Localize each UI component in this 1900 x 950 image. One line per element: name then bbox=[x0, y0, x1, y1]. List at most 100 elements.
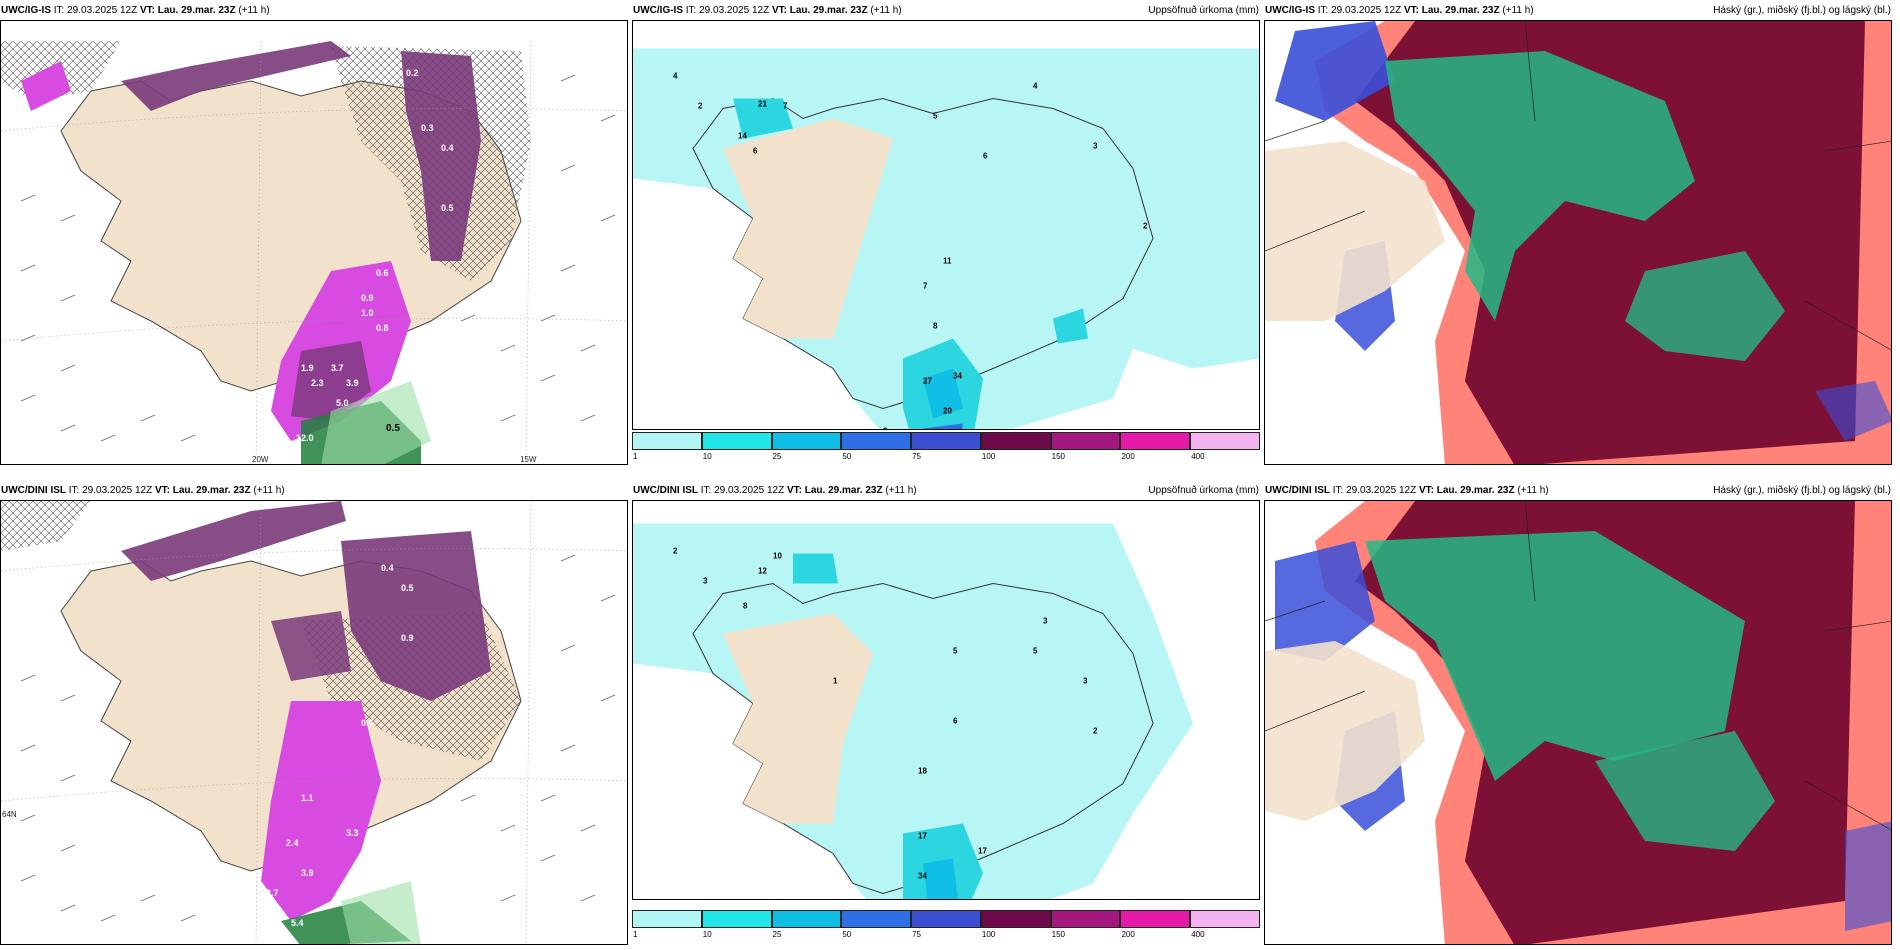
snow-label: 12.0 bbox=[296, 433, 314, 443]
init-time: 29.03.2025 12Z bbox=[67, 5, 138, 16]
valid-time: Lau. 29.mar. 23Z bbox=[157, 5, 236, 16]
snow-label: 2.7 bbox=[266, 888, 279, 898]
snow-label: 0.3 bbox=[361, 518, 374, 528]
colorbar-tick: 1 bbox=[633, 930, 638, 939]
colorbar-tick: 150 bbox=[1051, 452, 1066, 461]
colorbar-swatch bbox=[632, 432, 702, 450]
lead-time: (+11 h) bbox=[238, 5, 270, 16]
model-name: UWC/DINI ISL bbox=[1265, 485, 1330, 496]
colorbar-tick: 100 bbox=[981, 452, 996, 461]
map-clouds[interactable] bbox=[1264, 500, 1892, 945]
field-name: Uppsöfnuð úrkoma (mm) bbox=[1148, 5, 1259, 16]
precip-value: 20 bbox=[943, 407, 952, 416]
snow-label: 0.6 bbox=[376, 268, 389, 278]
colorbar-tick: 400 bbox=[1191, 452, 1205, 461]
snow-label: 2.3 bbox=[311, 378, 324, 388]
map-canvas: 0.3 0.4 0.5 0.9 1.1 2.4 3.3 3.9 2.7 5.4 … bbox=[1, 501, 627, 944]
snow-label: 0.4 bbox=[441, 143, 454, 153]
precip-value: 5 bbox=[1033, 647, 1038, 656]
colorbar-swatch bbox=[632, 910, 702, 928]
colorbar-swatch bbox=[980, 910, 1051, 928]
map-precip[interactable]: 4 2 6 14 21 7 5 4 6 3 2 11 7 8 27 34 20 … bbox=[632, 20, 1260, 430]
precip-value: 2 bbox=[1143, 222, 1148, 231]
precip-value: 4 bbox=[1033, 82, 1038, 91]
it-label: IT: bbox=[700, 485, 712, 496]
snow-label: 0.5 bbox=[401, 583, 414, 593]
vt-label: VT: bbox=[1418, 485, 1434, 496]
precip-value: 17 bbox=[978, 847, 987, 856]
precip-value: 6 bbox=[983, 152, 988, 161]
lon-label-20w: 20W bbox=[252, 455, 269, 464]
map-wind-snow[interactable]: 0.5 0.2 0.3 0.4 0.5 0.6 0.9 1.0 0.8 1.9 … bbox=[0, 20, 628, 465]
snow-label: 0.8 bbox=[376, 323, 389, 333]
colorbar-swatch bbox=[771, 432, 842, 450]
it-label: IT: bbox=[685, 5, 697, 16]
model-name: UWC/IG-IS bbox=[1, 5, 51, 16]
it-label: IT: bbox=[68, 485, 80, 496]
vt-label: VT: bbox=[139, 5, 155, 16]
field-name: Háský (gr.), miðský (fj.bl.) og lágský (… bbox=[1713, 485, 1891, 496]
colorbar-swatch bbox=[701, 432, 772, 450]
map-canvas bbox=[1265, 21, 1891, 464]
colorbar-tick: 50 bbox=[842, 452, 852, 461]
model-name: UWC/IG-IS bbox=[1265, 5, 1315, 16]
precip-value: 6 bbox=[753, 147, 758, 156]
snow-label: 1.0 bbox=[361, 308, 374, 318]
precip-value: 2 bbox=[698, 102, 703, 111]
lead-time: (+11 h) bbox=[1502, 5, 1534, 16]
map-canvas: 0.5 0.2 0.3 0.4 0.5 0.6 0.9 1.0 0.8 1.9 … bbox=[1, 21, 627, 464]
precip-value: 1 bbox=[833, 677, 838, 686]
precip-value: 6 bbox=[953, 717, 958, 726]
it-label: IT: bbox=[1332, 485, 1344, 496]
snow-label: 3.9 bbox=[301, 868, 314, 878]
precip-value: 34 bbox=[918, 872, 927, 881]
panel-precip-igis: UWC/IG-IS IT: 29.03.2025 12Z VT: Lau. 29… bbox=[632, 0, 1262, 461]
precip-value: 18 bbox=[918, 767, 927, 776]
colorbar-swatch bbox=[841, 910, 912, 928]
map-canvas bbox=[1265, 501, 1891, 944]
colorbar-tick: 400 bbox=[1191, 930, 1205, 939]
lead-time: (+11 h) bbox=[1517, 485, 1549, 496]
vt-label: VT: bbox=[1403, 5, 1419, 16]
precip-value: 12 bbox=[758, 567, 767, 576]
colorbar-swatch bbox=[911, 910, 981, 928]
colorbar-swatch bbox=[1050, 432, 1121, 450]
precip-value: 7 bbox=[783, 102, 788, 111]
snow-label: 0.5 bbox=[311, 25, 324, 35]
snow-label: 3.9 bbox=[346, 378, 359, 388]
panel-clouds-igis: UWC/IG-IS IT: 29.03.2025 12Z VT: Lau. 29… bbox=[1264, 0, 1894, 465]
colorbar-tick: 200 bbox=[1121, 930, 1135, 939]
precip-value: 3 bbox=[703, 577, 708, 586]
map-clouds[interactable] bbox=[1264, 20, 1892, 465]
precip-value: 3 bbox=[1083, 677, 1088, 686]
lead-time: (+11 h) bbox=[885, 485, 917, 496]
panel-clouds-dini: UWC/DINI ISL IT: 29.03.2025 12Z VT: Lau.… bbox=[1264, 480, 1894, 945]
model-name: UWC/DINI ISL bbox=[633, 485, 698, 496]
colorbar-tick: 25 bbox=[772, 452, 782, 461]
map-precip[interactable]: 2 3 12 8 10 5 3 6 5 18 17 34 17 3 2 1 bbox=[632, 500, 1260, 900]
lon-label-15w: 15W bbox=[520, 455, 537, 464]
panel-title: UWC/DINI ISL IT: 29.03.2025 12Z VT: Lau.… bbox=[1, 484, 627, 498]
model-name: UWC/IG-IS bbox=[633, 5, 683, 16]
panel-title: UWC/IG-IS IT: 29.03.2025 12Z VT: Lau. 29… bbox=[1265, 4, 1891, 18]
precip-value: 14 bbox=[738, 132, 747, 141]
colorbar-tick: 100 bbox=[981, 930, 996, 939]
colorbar-tick: 75 bbox=[912, 452, 922, 461]
precip-value: 21 bbox=[758, 100, 767, 109]
vt-label: VT: bbox=[154, 485, 170, 496]
precip-value: 4 bbox=[673, 72, 678, 81]
snow-label: 0.4 bbox=[381, 563, 394, 573]
valid-time: Lau. 29.mar. 23Z bbox=[1421, 5, 1500, 16]
init-time: 29.03.2025 12Z bbox=[699, 5, 770, 16]
precip-value: 7 bbox=[923, 282, 928, 291]
precip-value: 2 bbox=[1093, 727, 1098, 736]
panel-title: UWC/DINI ISL IT: 29.03.2025 12Z VT: Lau.… bbox=[1265, 484, 1891, 498]
field-name: Uppsöfnuð úrkoma (mm) bbox=[1148, 485, 1259, 496]
precip-value: 3 bbox=[1043, 617, 1048, 626]
panel-title: UWC/IG-IS IT: 29.03.2025 12Z VT: Lau. 29… bbox=[633, 4, 1259, 18]
precip-value: 34 bbox=[953, 372, 962, 381]
panel-title: UWC/DINI ISL IT: 29.03.2025 12Z VT: Lau.… bbox=[633, 484, 1259, 498]
model-name: UWC/DINI ISL bbox=[1, 485, 66, 496]
panel-title: UWC/IG-IS IT: 29.03.2025 12Z VT: Lau. 29… bbox=[1, 4, 627, 18]
map-wind-snow[interactable]: 0.3 0.4 0.5 0.9 1.1 2.4 3.3 3.9 2.7 5.4 … bbox=[0, 500, 628, 945]
